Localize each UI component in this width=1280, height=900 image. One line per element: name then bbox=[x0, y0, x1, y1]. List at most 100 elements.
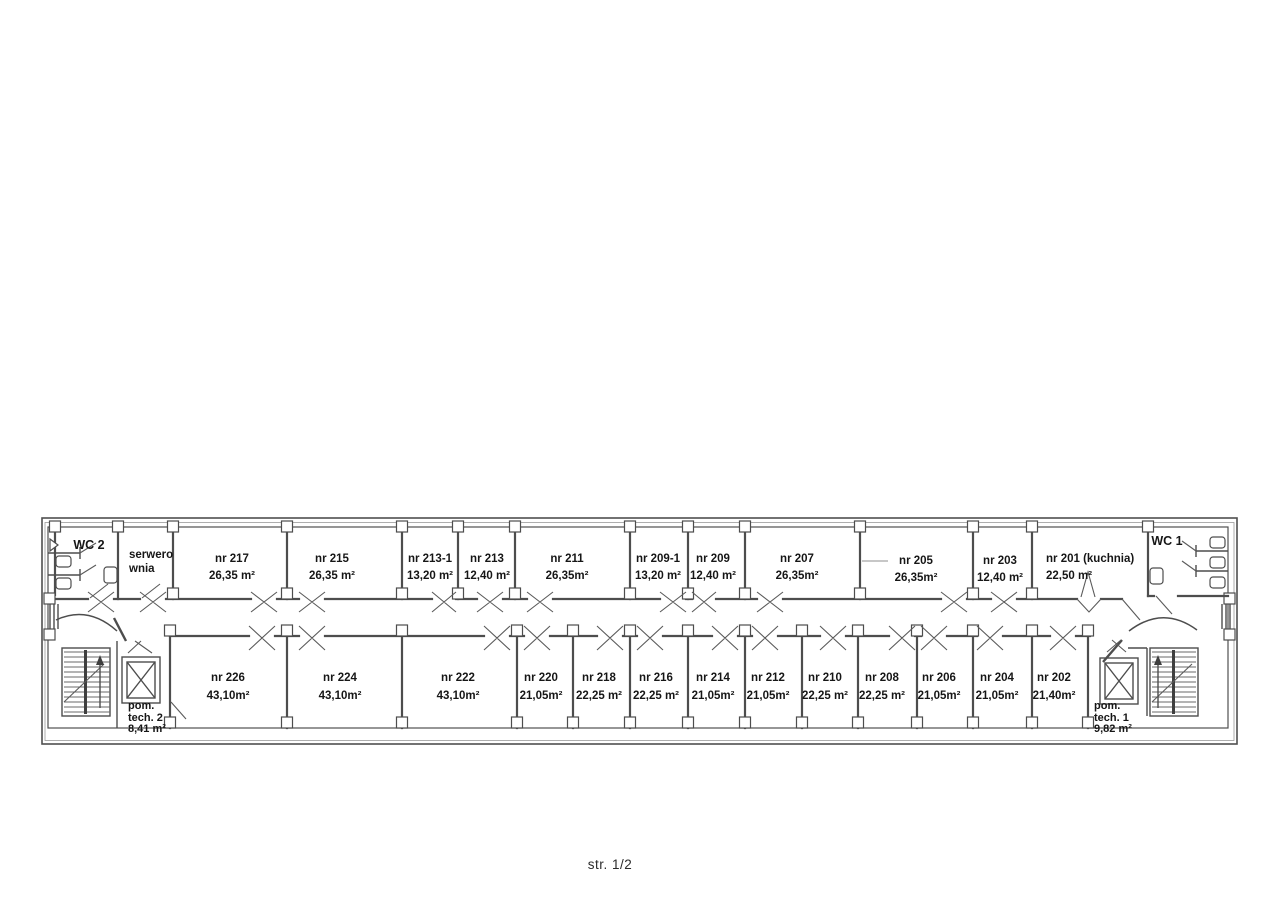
stair-right-vestibule-walls bbox=[1128, 647, 1148, 716]
room-207-label: nr 207 bbox=[780, 553, 814, 565]
lobby-left-vestibule-door bbox=[127, 640, 153, 654]
lobby-right-curved-wall bbox=[1128, 617, 1198, 632]
room-201-label: nr 201 (kuchnia) bbox=[1046, 553, 1134, 565]
room-224-area: 43,10m² bbox=[319, 690, 362, 702]
room-226-label: nr 226 bbox=[211, 672, 245, 684]
stair-left-break-line bbox=[63, 663, 105, 703]
room-213-1-label: nr 213-1 bbox=[408, 553, 453, 565]
room-224-label: nr 224 bbox=[323, 672, 357, 684]
room-216-area: 22,25 m² bbox=[633, 690, 679, 702]
arrow-up-icon bbox=[1154, 655, 1162, 665]
outer-walls bbox=[41, 517, 1238, 745]
wc1-label: WC 1 bbox=[1151, 534, 1182, 548]
pom-tech-1-label-line1: pom. bbox=[1094, 700, 1120, 712]
room-218-area: 22,25 m² bbox=[576, 690, 622, 702]
room-214-area: 21,05m² bbox=[692, 690, 735, 702]
room-213-1-area: 13,20 m² bbox=[407, 570, 453, 582]
room-203-area: 12,40 m² bbox=[977, 572, 1023, 584]
room-205-area: 26,35m² bbox=[895, 572, 938, 584]
room-209-1-area: 13,20 m² bbox=[635, 570, 681, 582]
wc1-fixtures bbox=[1146, 536, 1230, 615]
toilet-icon bbox=[1149, 567, 1164, 585]
room-213-area: 12,40 m² bbox=[464, 570, 510, 582]
wc2-vent-triangle bbox=[49, 537, 59, 553]
room-202-label: nr 202 bbox=[1037, 672, 1071, 684]
pom-tech-2-label-line1: pom. bbox=[128, 700, 154, 712]
door-swings bbox=[87, 569, 1141, 651]
page-number: str. 1/2 bbox=[588, 857, 633, 872]
room-204-area: 21,05m² bbox=[976, 690, 1019, 702]
room-218-label: nr 218 bbox=[582, 672, 616, 684]
elevator-shaft bbox=[1099, 657, 1139, 705]
lobby-left-curved-wall bbox=[55, 613, 118, 632]
wc1-stall-walls bbox=[1195, 545, 1228, 577]
room-labels-bottom: nr 226 43,10m² nr 224 43,10m² nr 222 43,… bbox=[207, 672, 1076, 702]
room-202-area: 21,40m² bbox=[1033, 690, 1076, 702]
toilet-icon bbox=[55, 577, 72, 590]
stairwell-right bbox=[1149, 647, 1199, 717]
wc1-entry-swing bbox=[1155, 595, 1173, 615]
room-210-label: nr 210 bbox=[808, 672, 842, 684]
doors-bottom-row bbox=[248, 625, 1077, 651]
room-211-label: nr 211 bbox=[550, 553, 584, 565]
room-201-area: 22,50 m² bbox=[1046, 570, 1092, 582]
room-209-area: 12,40 m² bbox=[690, 570, 736, 582]
room-226-area: 43,10m² bbox=[207, 690, 250, 702]
toilet-icon bbox=[1209, 576, 1226, 589]
pom-tech-1-label-line2: tech. 1 bbox=[1094, 712, 1129, 724]
room-210-area: 22,25 m² bbox=[802, 690, 848, 702]
doors-top-row bbox=[87, 591, 1018, 613]
wc2-stall-doors bbox=[79, 542, 161, 599]
elevator-right bbox=[1099, 657, 1139, 705]
room-222-label: nr 222 bbox=[441, 672, 475, 684]
serwerownia-label-line2: wnia bbox=[128, 563, 155, 575]
room-205-label: nr 205 bbox=[899, 555, 933, 567]
room-222-area: 43,10m² bbox=[437, 690, 480, 702]
window-band-left bbox=[49, 604, 59, 629]
room-211-area: 26,35m² bbox=[546, 570, 589, 582]
room-215-label: nr 215 bbox=[315, 553, 349, 565]
room-207-area: 26,35m² bbox=[776, 570, 819, 582]
wc2-label: WC 2 bbox=[73, 538, 104, 552]
dividers-top-row bbox=[53, 525, 1150, 601]
building-outline bbox=[41, 517, 1238, 745]
toilet-icon bbox=[55, 555, 72, 568]
lobby-left-door-leaf bbox=[112, 617, 128, 642]
toilet-icon bbox=[1209, 536, 1226, 549]
room-206-area: 21,05m² bbox=[918, 690, 961, 702]
pom-tech-2-door bbox=[170, 701, 187, 720]
serwerownia-label-line1: serwero bbox=[129, 549, 173, 561]
elevator-shaft bbox=[121, 656, 161, 704]
elevator-car bbox=[1104, 662, 1134, 700]
lobby-left bbox=[43, 592, 187, 728]
wc2-fixtures bbox=[48, 537, 161, 599]
room-204-label: nr 204 bbox=[980, 672, 1014, 684]
facility-labels: WC 2 WC 1 serwero wnia pom. tech. 2 8,41… bbox=[73, 534, 1182, 735]
room-216-label: nr 216 bbox=[639, 672, 673, 684]
pom-tech-1-area: 9,82 m² bbox=[1094, 723, 1132, 735]
room-dividers bbox=[53, 525, 1150, 730]
room-213-label: nr 213 bbox=[470, 553, 504, 565]
stair-right-frame bbox=[1149, 647, 1199, 717]
room-220-area: 21,05m² bbox=[520, 690, 563, 702]
window-band-right bbox=[1221, 604, 1231, 629]
room-212-area: 21,05m² bbox=[747, 690, 790, 702]
wc1-stall-doors bbox=[1181, 540, 1197, 572]
room-214-label: nr 214 bbox=[696, 672, 730, 684]
toilet-icon bbox=[1209, 556, 1226, 569]
pom-tech-2-area: 8,41 m² bbox=[128, 723, 166, 735]
building-inner-face bbox=[47, 526, 1229, 729]
pom-tech-2-label-line2: tech. 2 bbox=[128, 712, 163, 724]
wc2-stall-walls bbox=[48, 547, 81, 581]
room-217-area: 26,35 m² bbox=[209, 570, 255, 582]
room-208-area: 22,25 m² bbox=[859, 690, 905, 702]
room-203-label: nr 203 bbox=[983, 555, 1017, 567]
room-208-label: nr 208 bbox=[865, 672, 899, 684]
room-212-label: nr 212 bbox=[751, 672, 785, 684]
elevator-x-icon bbox=[1104, 662, 1134, 700]
room-206-label: nr 206 bbox=[922, 672, 956, 684]
room-217-label: nr 217 bbox=[215, 553, 249, 565]
toilet-icon bbox=[103, 566, 118, 584]
